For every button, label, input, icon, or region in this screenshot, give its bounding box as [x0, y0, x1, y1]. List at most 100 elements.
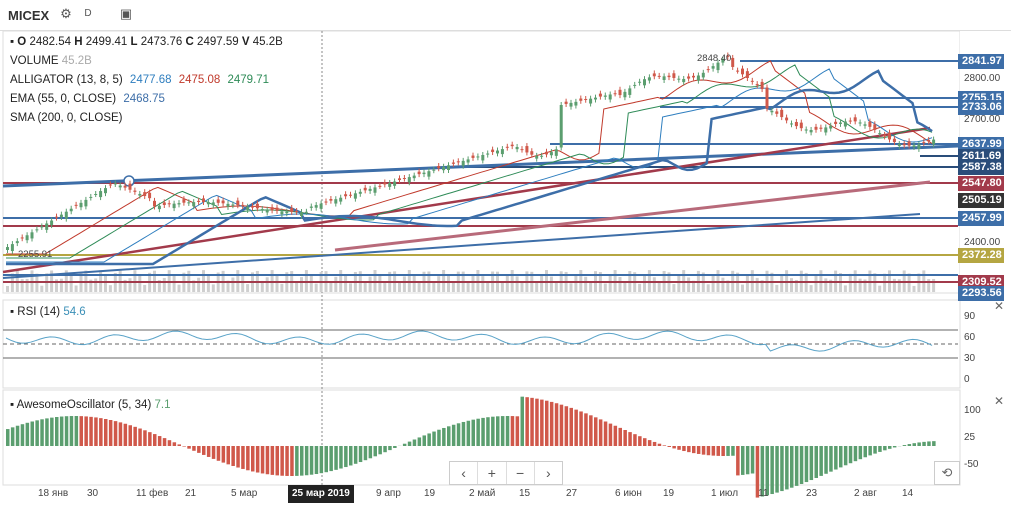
candle-body [329, 199, 333, 201]
ao-bar [814, 446, 818, 478]
rsi-path [5, 330, 933, 352]
ao-bar [839, 446, 843, 468]
volume-bar [89, 279, 93, 292]
candle-body [45, 223, 49, 230]
candle-body [731, 57, 735, 67]
ao-bar [319, 446, 324, 474]
candle-body [123, 185, 127, 188]
price-tick: 2700.00 [964, 114, 1001, 125]
volume-bar [814, 274, 818, 292]
gear-icon[interactable]: ⚙ [60, 6, 72, 21]
ao-bar [623, 429, 627, 446]
ao-bar [589, 415, 593, 446]
volume-bar [177, 284, 181, 292]
candle-body [486, 153, 490, 155]
candle-body [834, 121, 838, 125]
candle-body [99, 191, 103, 198]
reset-icon[interactable]: ⟲ [934, 461, 960, 485]
volume-bar [569, 283, 573, 292]
candle-body [265, 209, 269, 213]
scroll-left-button[interactable]: ‹ [450, 462, 479, 484]
scroll-right-button[interactable]: › [546, 465, 551, 481]
time-tick: 30 [87, 488, 99, 499]
ao-bar [760, 446, 765, 497]
ao-bar [108, 419, 113, 446]
symbol-label[interactable]: MICEX [8, 8, 50, 23]
ao-bar [427, 433, 431, 446]
volume-bar [329, 281, 333, 292]
ao-bar [432, 431, 436, 446]
ao-bar [295, 446, 299, 476]
save-icon[interactable]: ▣ [119, 6, 133, 21]
time-tick: 2 май [469, 488, 496, 499]
ao-bar [559, 404, 564, 446]
candle-body [197, 200, 201, 203]
candle-body [344, 194, 348, 197]
candle-body [711, 66, 715, 69]
candle-body [422, 172, 426, 175]
volume-bar [829, 279, 833, 292]
candle-body [848, 120, 852, 122]
volume-bar [20, 279, 24, 292]
ao-bar [598, 419, 603, 446]
candle-body [412, 175, 416, 179]
candle-body [128, 183, 132, 190]
ao-bar [701, 446, 706, 455]
ao-bar [353, 446, 358, 464]
ao-bar [471, 419, 475, 446]
ao-bar [510, 416, 515, 446]
ao-close-icon[interactable]: ✕ [993, 394, 1005, 408]
ao-bar [878, 446, 882, 452]
volume-bar [211, 284, 215, 292]
ao-bar [873, 446, 877, 454]
trend-line [2, 213, 921, 279]
candle-body [897, 144, 901, 147]
volume-bar [206, 274, 210, 292]
ao-bar [912, 443, 916, 446]
time-tick: 19 [663, 488, 675, 499]
ao-pane [2, 389, 961, 486]
time-tick: 11 фев [136, 488, 169, 499]
volume-bar [197, 277, 201, 292]
ao-bar [94, 417, 98, 446]
candle-body [765, 87, 769, 109]
rsi-tick: 30 [964, 353, 976, 364]
ao-bar [500, 416, 505, 446]
ao-bar [883, 446, 887, 451]
candle-body [89, 196, 93, 198]
ao-bar [69, 416, 74, 446]
close-value: 2497.59 [197, 36, 239, 48]
candle-body [388, 182, 392, 187]
volume-bar [755, 277, 759, 292]
candle-body [221, 200, 225, 204]
candle-body [623, 91, 627, 98]
candle-body [442, 166, 446, 171]
d-badge-icon[interactable]: D [84, 8, 92, 19]
candle-body [74, 204, 78, 206]
volume-bar [417, 282, 421, 292]
candle-body [912, 145, 916, 148]
volume-bar [226, 280, 230, 292]
zoom-out-button[interactable]: − [507, 462, 535, 484]
candle-body [437, 165, 441, 169]
candle-body [300, 211, 303, 216]
rsi-close-icon[interactable]: ✕ [993, 299, 1005, 313]
volume-bar [780, 274, 784, 292]
volume-bar [858, 278, 862, 292]
ao-bar [304, 446, 309, 476]
ao-bar [657, 443, 662, 446]
ao-bar [461, 421, 466, 446]
candle-body [677, 78, 681, 80]
ao-bar [505, 416, 510, 446]
volume-bar [300, 277, 303, 292]
volume-bar [6, 286, 9, 292]
high-value: 2499.41 [85, 36, 128, 48]
candle-body [853, 117, 857, 122]
ao-bar [741, 446, 745, 475]
volume-bar [574, 275, 578, 292]
ao-bar [917, 442, 921, 446]
ao-bar [922, 441, 926, 446]
candle-body [206, 202, 210, 205]
zoom-in-button[interactable]: + [478, 462, 507, 484]
